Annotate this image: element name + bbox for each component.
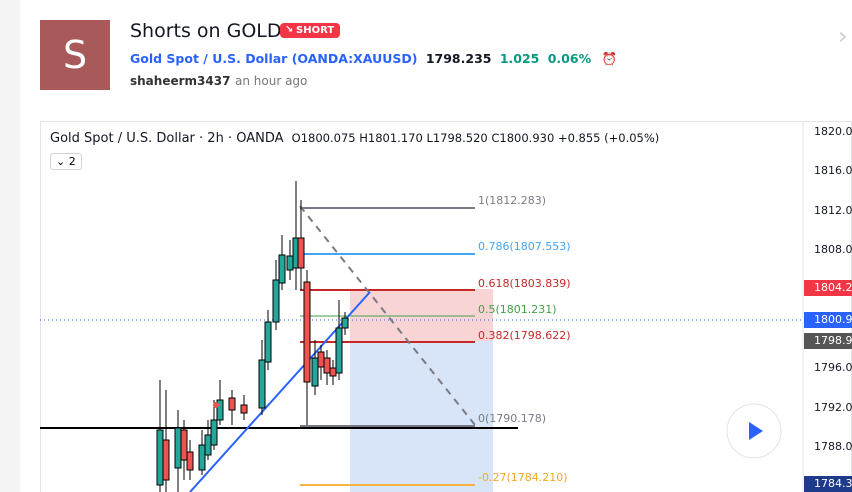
next-chevron[interactable]: › xyxy=(838,22,848,50)
badge-text: SHORT xyxy=(296,25,335,36)
legend-change: +0.855 (+0.05%) xyxy=(557,131,660,145)
price-tick-label: 1796.00 xyxy=(814,361,852,374)
price-tick-label: 1808.00 xyxy=(814,243,852,256)
price-badge xyxy=(804,280,852,296)
legend-interval: 2h xyxy=(207,131,224,146)
play-icon xyxy=(749,422,763,440)
marker xyxy=(213,402,219,408)
price-badge xyxy=(804,333,852,349)
trend-line xyxy=(189,291,371,492)
chart-legend: Gold Spot / U.S. Dollar · 2h · OANDA O18… xyxy=(50,131,660,146)
fib-label: -0.27(1784.210) xyxy=(478,471,568,484)
price-tick-label: 1792.00 xyxy=(814,401,852,414)
legend-symbol: Gold Spot / U.S. Dollar xyxy=(50,131,195,146)
time: an hour ago xyxy=(235,74,308,88)
legend-open: O1800.075 xyxy=(291,131,356,145)
short-badge: ↘ SHORT xyxy=(280,23,341,38)
stop-zone xyxy=(350,289,493,341)
fib-label: 0(1790.178) xyxy=(478,412,546,425)
price-badges: 1804.23 1800.93 1798.91 1784.31 xyxy=(804,280,852,492)
price-badge-label: 1798.91 xyxy=(814,334,852,347)
candles xyxy=(156,181,349,492)
change: 1.025 xyxy=(499,51,540,66)
price-tick-label: 1812.00 xyxy=(814,204,852,217)
price-badge xyxy=(804,476,852,492)
fib-label: 1(1812.283) xyxy=(478,194,546,207)
badge-arrow: ↘ xyxy=(285,24,294,35)
indicator-toggle[interactable]: ⌄ 2 xyxy=(50,153,82,170)
price-badge-label: 1784.31 xyxy=(814,477,852,490)
legend-ohlc: O1800.075 H1801.170 L1798.520 C1800.930 … xyxy=(292,131,660,145)
alert-icon[interactable]: ⏰ xyxy=(601,51,618,66)
legend-low: L1798.520 xyxy=(426,131,488,145)
fib-label: 0.618(1803.839) xyxy=(478,277,571,290)
price-tick-label: 1816.00 xyxy=(814,164,852,177)
left-strip xyxy=(0,0,20,492)
indicator-count: 2 xyxy=(68,155,76,168)
chart: 1(1812.283) 0.786(1807.553) 0.618(1803.839… xyxy=(40,121,852,492)
author[interactable]: shaheerm3437 xyxy=(130,74,231,88)
symbol-name[interactable]: Gold Spot / U.S. Dollar xyxy=(130,51,288,66)
legend-high: H1801.170 xyxy=(359,131,423,145)
idea-title: Shorts on GOLD xyxy=(130,20,282,42)
fib-labels: 1(1812.283) 0.786(1807.553) 0.618(1803.839… xyxy=(478,194,571,484)
price-tick-label: 1788.00 xyxy=(814,440,852,453)
target-zone xyxy=(350,341,493,492)
price-badge-label: 1800.93 xyxy=(814,313,852,326)
fib-label: 0.786(1807.553) xyxy=(478,240,571,253)
legend-close: C1800.930 xyxy=(491,131,555,145)
price-badge-label: 1804.23 xyxy=(814,281,852,294)
legend-source: OANDA xyxy=(236,131,284,146)
price-badge xyxy=(804,312,852,328)
change-pct: 0.06% xyxy=(547,51,592,66)
symbol-row: Gold Spot / U.S. Dollar (OANDA:XAUUSD) 1… xyxy=(130,51,617,67)
price: 1798.235 xyxy=(425,51,492,66)
fib-label: 0.5(1801.231) xyxy=(478,303,557,316)
fib-label: 0.382(1798.622) xyxy=(478,329,571,342)
price-tick-label: 1820.00 xyxy=(814,125,852,138)
price-axis: 1820.00 1816.00 1812.00 1808.00 1796.00 1792.… xyxy=(814,125,852,453)
symbol-code[interactable]: (OANDA:XAUUSD) xyxy=(291,51,418,66)
avatar[interactable]: S xyxy=(40,20,110,90)
